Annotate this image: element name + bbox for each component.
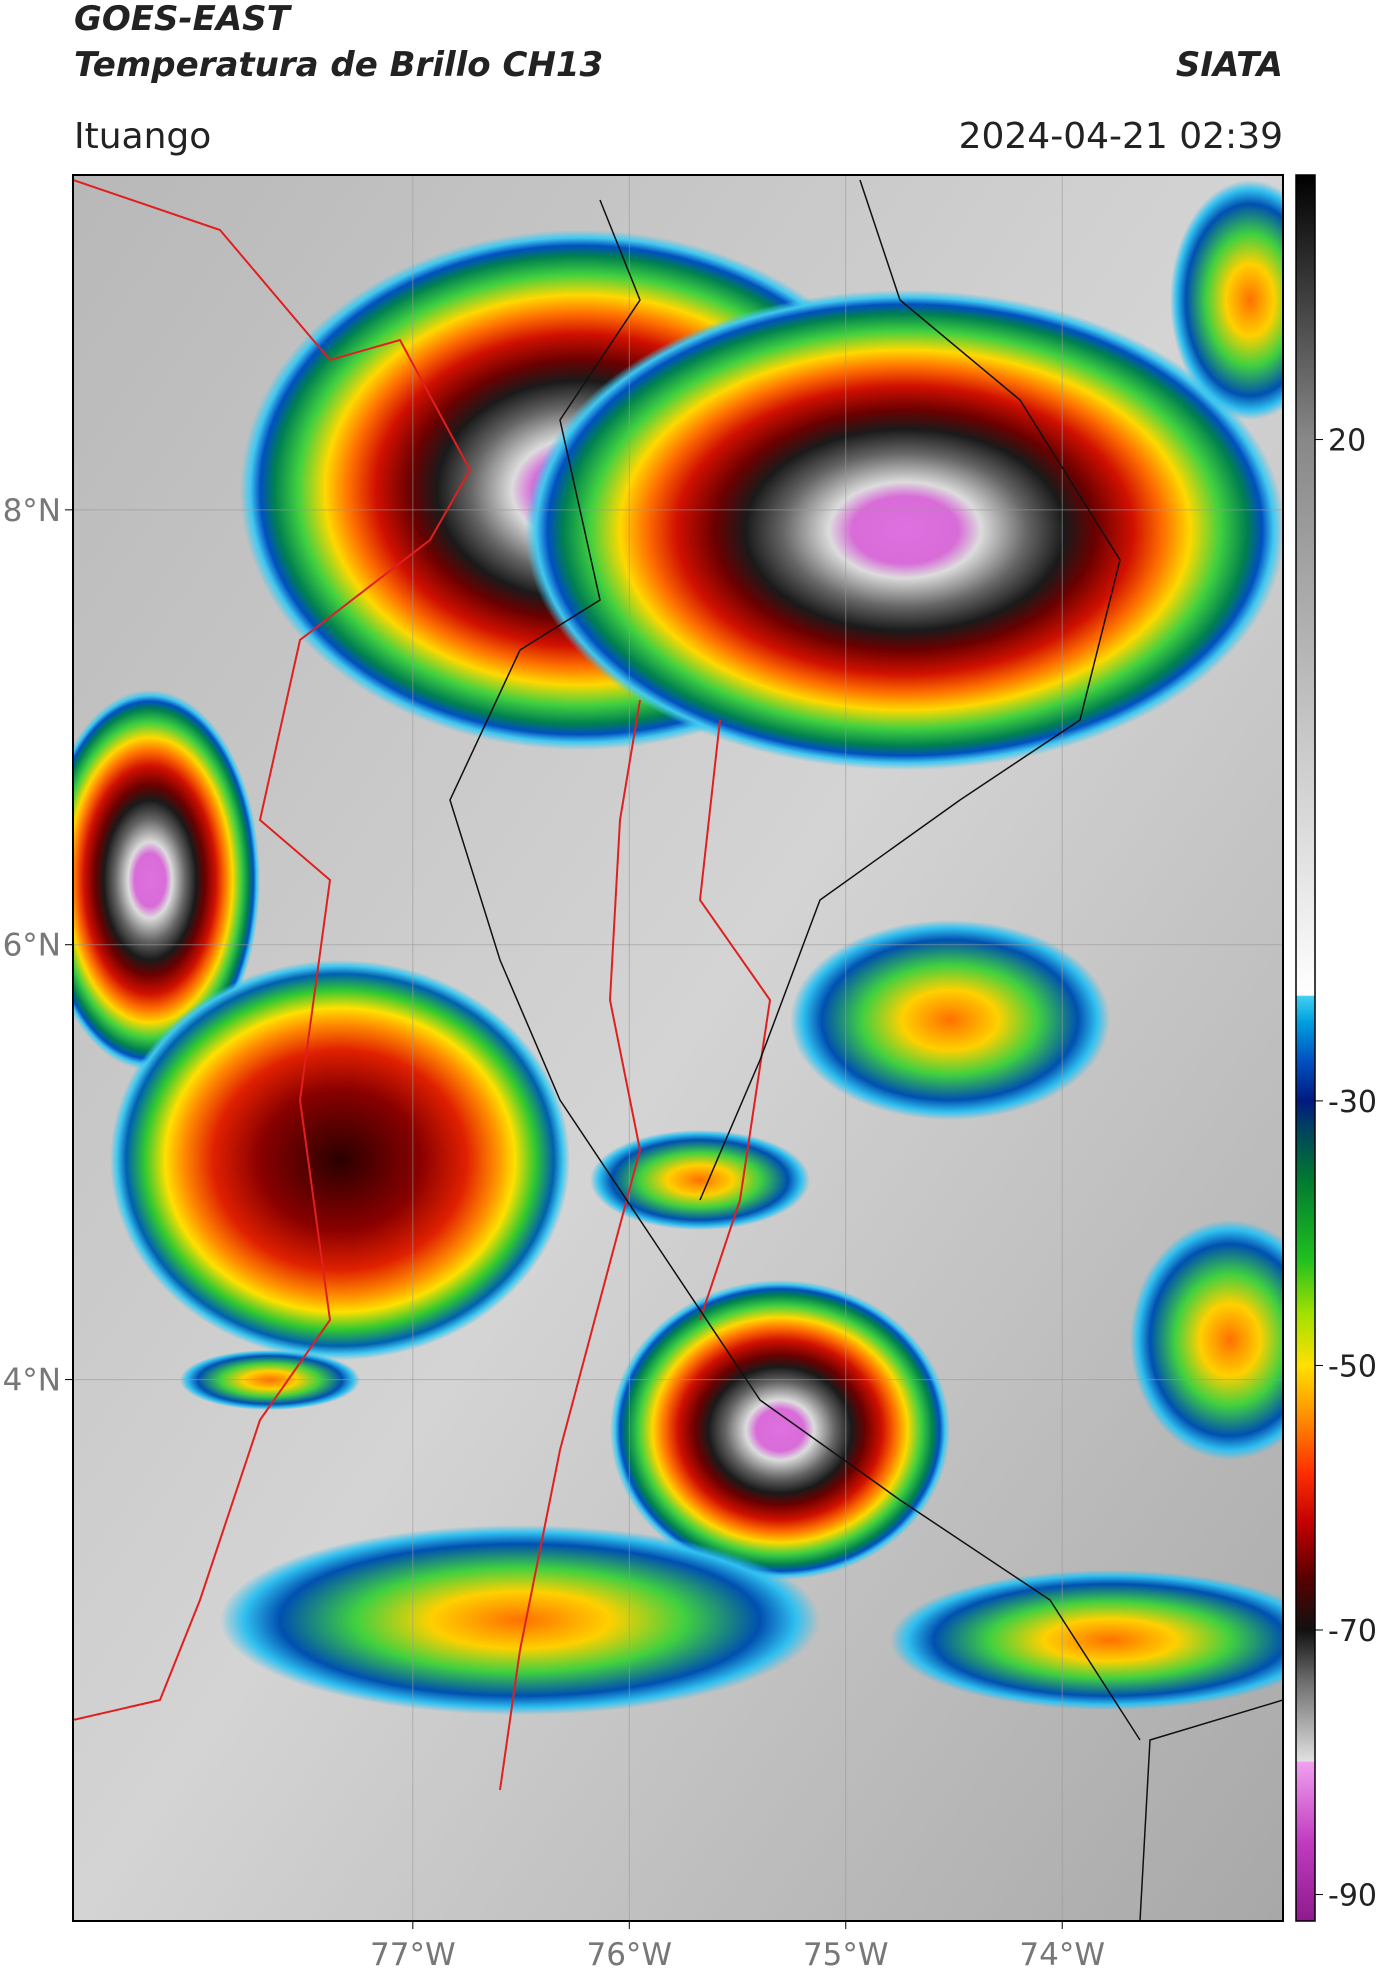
colorbar-tick-label: -30 xyxy=(1328,1085,1377,1120)
map-frame xyxy=(72,174,1284,1922)
cloud-cell xyxy=(1130,1220,1283,1460)
border xyxy=(499,699,642,1791)
cloud-cell xyxy=(890,1570,1283,1710)
cloud-cell xyxy=(790,920,1110,1120)
cloud-cell xyxy=(525,290,1283,770)
colorbar xyxy=(1295,174,1316,1922)
title: GOES-EAST xyxy=(74,0,293,39)
x-tick-label: 77°W xyxy=(370,1937,456,1973)
admin-line xyxy=(1139,1699,1283,1921)
cloud-cell xyxy=(610,1280,950,1580)
admin-line xyxy=(699,179,1121,1201)
colorbar-tick-label: 20 xyxy=(1328,424,1366,459)
border xyxy=(73,179,472,1721)
x-tick-label: 75°W xyxy=(803,1937,889,1973)
x-tick-label: 76°W xyxy=(586,1937,672,1973)
admin-line xyxy=(449,199,1141,1741)
x-tick-label: 74°W xyxy=(1019,1937,1105,1973)
axes: 77°W 76°W 75°W 74°W 8°N 6°N 4°N 20 -30 -50 -70 -90 xyxy=(3,424,1377,1973)
border xyxy=(698,719,772,1321)
colorbar-tick-label: -70 xyxy=(1328,1614,1377,1649)
cloud-cells xyxy=(73,180,1283,1715)
cloud-cell xyxy=(590,1130,810,1230)
location: Ituango xyxy=(74,116,211,157)
map-image xyxy=(73,175,1283,1921)
y-tick-label: 4°N xyxy=(3,1363,61,1399)
cloud-cell xyxy=(220,1525,820,1715)
y-tick-label: 8°N xyxy=(3,493,61,529)
cloud-cell xyxy=(73,690,260,1070)
cloud-cell xyxy=(1170,180,1283,420)
source: SIATA xyxy=(1176,45,1283,85)
colorbar-tick-label: -90 xyxy=(1328,1879,1377,1914)
y-tick-label: 6°N xyxy=(3,928,61,964)
cloud-cell xyxy=(110,960,570,1360)
subtitle: Temperatura de Brillo CH13 xyxy=(74,45,603,85)
grid xyxy=(73,175,1283,1921)
datetime: 2024-04-21 02:39 xyxy=(959,116,1283,157)
colorbar-tick-label: -50 xyxy=(1328,1349,1377,1384)
